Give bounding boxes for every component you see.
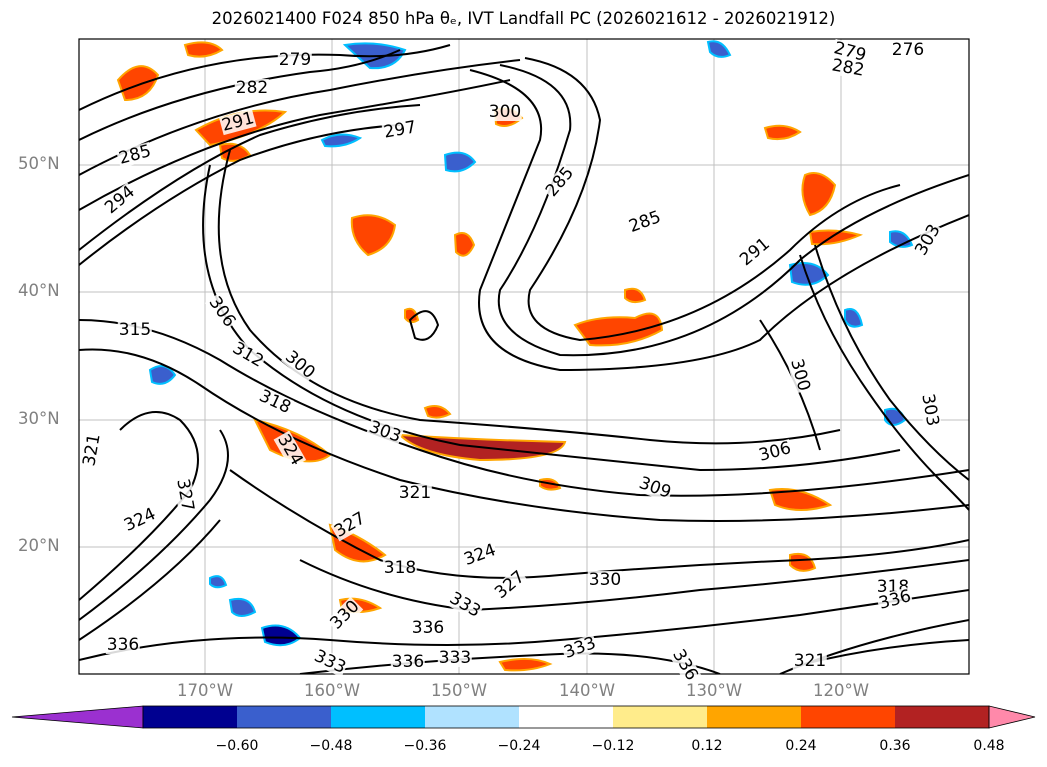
colorbar-cell (519, 706, 614, 728)
colorbar-tick-label: −0.12 (591, 738, 635, 754)
theta-e-contours (79, 44, 969, 674)
colorbar-cell (331, 706, 426, 728)
contour-label: 336 (410, 618, 446, 638)
colorbar-cell (237, 706, 332, 728)
lon-label: 170°W (176, 681, 234, 700)
colorbar-tick-label: −0.60 (215, 738, 259, 754)
contour-label: 276 (890, 40, 926, 60)
lon-label: 160°W (303, 681, 361, 700)
colorbar-extend-low (11, 705, 144, 729)
lat-label: 40°N (18, 281, 60, 300)
lon-label: 150°W (430, 681, 488, 700)
colorbar-tick-label: 0.12 (691, 738, 723, 754)
lat-label: 30°N (18, 409, 60, 428)
contour-label: 321 (792, 651, 828, 671)
colorbar-extend-high (988, 705, 1036, 729)
colorbar-tick-label: 0.36 (879, 738, 911, 754)
contour-label: 315 (117, 320, 153, 340)
contour-label: 300 (487, 102, 523, 122)
lat-label: 20°N (18, 536, 60, 555)
colorbar-tick-label: −0.24 (497, 738, 541, 754)
lat-label: 50°N (18, 154, 60, 173)
contour-label: 282 (234, 78, 270, 98)
colorbar (11, 705, 1036, 729)
colorbar-cell (613, 706, 708, 728)
colorbar-tick-label: −0.36 (403, 738, 447, 754)
colorbar-cell (425, 706, 520, 728)
colorbar-outline (142, 705, 990, 729)
colorbar-cell (895, 706, 990, 728)
lon-label: 140°W (558, 681, 616, 700)
colorbar-tick-label: 0.24 (785, 738, 817, 754)
lon-label: 130°W (685, 681, 743, 700)
colorbar-cell (707, 706, 802, 728)
contour-label: 336 (390, 652, 426, 672)
colorbar-cell (801, 706, 896, 728)
colorbar-tick-label: −0.48 (309, 738, 353, 754)
contour-label: 333 (437, 648, 473, 668)
contour-label: 336 (105, 635, 141, 655)
colorbar-cell (143, 706, 238, 728)
contour-label: 321 (397, 483, 433, 503)
contour-label: 330 (587, 570, 623, 590)
colorbar-tick-label: 0.48 (973, 738, 1005, 754)
contour-label: 318 (382, 558, 418, 578)
lon-label: 120°W (812, 681, 870, 700)
map-title: 2026021400 F024 850 hPa θₑ, IVT Landfall… (211, 9, 836, 28)
contour-label: 279 (277, 50, 313, 70)
gridlines (79, 39, 969, 674)
map-panel (78, 38, 970, 675)
